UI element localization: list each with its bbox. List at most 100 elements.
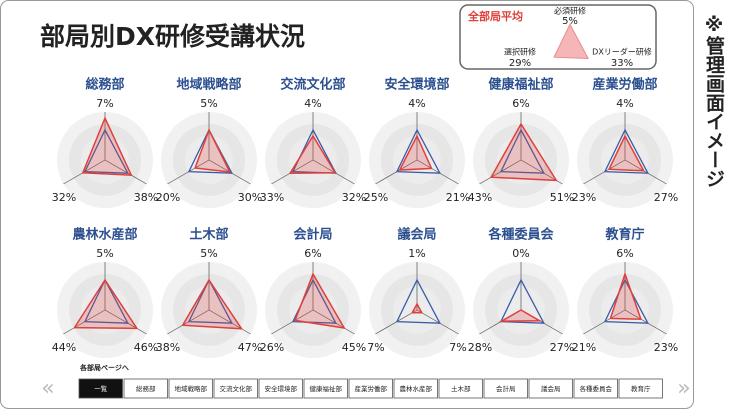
radar-axis [104,159,147,185]
nav-button[interactable] [78,378,123,399]
radar-area [288,134,337,174]
chart-title: 議会局 [397,227,436,243]
summary-box [459,4,657,70]
nav-next[interactable]: » [677,376,690,401]
radar-axis [312,309,355,335]
note: ※管理画面イメージ [703,14,725,188]
average-triangle [499,278,546,324]
value-label: 6% [304,247,321,260]
value-label: 27% [654,191,678,204]
summary-value: 5% [562,16,578,27]
radar-axis [312,159,355,185]
nav-button[interactable] [528,378,573,399]
nav-button-label[interactable]: 総務部 [136,384,156,393]
nav-button[interactable] [618,378,663,399]
summary-triangle [553,23,589,60]
chart-title: 教育庁 [604,227,644,243]
nav-button-label[interactable]: 地域戦略部 [175,384,208,393]
value-label: 45% [342,341,366,354]
nav-button-label[interactable]: 農林水産部 [400,384,433,393]
summary-label: 選択研修 [504,47,536,57]
nav-button[interactable] [213,378,258,399]
value-label: 38% [134,191,158,204]
value-label: 5% [96,247,113,260]
summary-value: 29% [509,58,531,69]
nav-button[interactable] [168,378,213,399]
value-label: 27% [550,341,574,354]
page-title: 部局別DX研修受講状況 [40,22,305,51]
value-label: 21% [572,341,596,354]
nav-button[interactable] [123,378,168,399]
nav-button-label[interactable]: 会計局 [496,384,516,393]
value-label: 4% [616,97,633,110]
value-label: 44% [52,341,76,354]
chart-title: 総務部 [85,77,124,93]
value-label: 25% [364,191,388,204]
radar-axis [104,309,147,335]
summary-value: 33% [611,58,633,69]
value-label: 21% [446,191,470,204]
average-triangle [83,128,130,174]
value-label: 20% [156,191,180,204]
chart-title: 安全環境部 [384,77,449,93]
radar-axis [208,309,251,335]
nav-button-label[interactable]: 教育庁 [631,384,651,393]
nav-button-label[interactable]: 交流文化部 [220,384,253,393]
average-triangle [395,278,442,324]
nav-button[interactable] [483,378,528,399]
value-label: 6% [512,97,529,110]
radar-area [607,134,645,172]
radar-area [73,278,139,330]
chart-title: 健康福祉部 [488,77,553,93]
nav-button-label[interactable]: 健康福祉部 [310,384,343,393]
chart-title: 農林水産部 [72,227,137,243]
value-label: 32% [342,191,366,204]
value-label: 5% [200,97,217,110]
nav-button[interactable] [438,378,483,399]
value-label: 0% [512,247,529,260]
value-label: 7% [367,341,384,354]
nav-prev[interactable]: « [41,376,54,401]
radar-area [498,309,543,322]
value-label: 4% [408,97,425,110]
chart-title: 産業労働部 [592,77,657,93]
value-label: 7% [96,97,113,110]
summary-title: 全部局平均 [467,9,523,23]
nav-label: 各部局ページへ [79,363,129,372]
value-label: 7% [449,341,466,354]
value-label: 23% [572,191,596,204]
radar-axis [416,159,459,185]
nav-button[interactable] [348,378,393,399]
nav-button-label[interactable]: 各種委員会 [580,384,613,393]
nav-button-label[interactable]: 産業労働部 [355,384,388,393]
radar-area [181,278,244,330]
radar-area [410,302,424,314]
chart-title: 地域戦略部 [176,77,241,93]
radar-area [609,271,642,320]
value-label: 47% [238,341,262,354]
average-triangle [603,128,650,174]
nav-button-label[interactable]: 議会局 [541,384,561,393]
radar-axis [624,159,667,185]
chart-title: 各種委員会 [487,227,554,243]
nav-button[interactable] [303,378,348,399]
value-label: 26% [260,341,284,354]
value-label: 1% [408,247,425,260]
value-label: 38% [156,341,180,354]
value-label: 6% [616,247,633,260]
radar-axis [416,309,459,335]
nav-button-label[interactable]: 安全環境部 [265,384,298,393]
nav-button-label[interactable]: 土木部 [451,384,471,393]
value-label: 23% [654,341,678,354]
value-label: 43% [468,191,492,204]
radar-area [398,134,433,171]
average-triangle [499,128,546,174]
nav-button[interactable] [573,378,618,399]
chart-title: 土木部 [189,227,228,243]
nav-button-label[interactable]: 一覧 [94,384,108,393]
summary-label: 必須研修 [554,6,586,16]
nav-button[interactable] [258,378,303,399]
nav-button[interactable] [393,378,438,399]
radar-area [293,272,346,329]
average-triangle [187,278,234,324]
